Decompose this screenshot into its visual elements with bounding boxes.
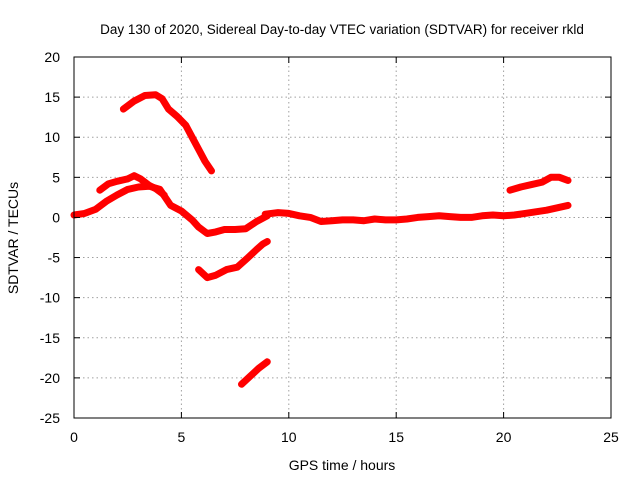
axis-ticks: 0 5 10 15 20 25 20 15 10 5 0 -5 -10 -15 -20 -25 [40, 49, 619, 445]
data-traces [70, 91, 572, 388]
y-tick-label: -25 [40, 410, 60, 426]
y-tick-label: 15 [44, 89, 60, 105]
x-tick-label: 15 [388, 429, 404, 445]
series-arc-flat [261, 201, 572, 225]
series-arc-low [238, 358, 271, 388]
y-axis-label: SDTVAR / TECUs [5, 182, 21, 294]
y-tick-label: -20 [40, 370, 60, 386]
y-tick-label: 5 [52, 169, 60, 185]
series-arc-high [119, 91, 215, 175]
x-tick-label: 0 [70, 429, 78, 445]
y-tick-label: -5 [48, 250, 61, 266]
y-tick-label: 20 [44, 49, 60, 65]
y-tick-label: 10 [44, 129, 60, 145]
grid [74, 57, 611, 418]
series-arc-late [506, 173, 572, 194]
x-axis-label: GPS time / hours [289, 457, 396, 473]
chart-title: Day 130 of 2020, Sidereal Day-to-day VTE… [100, 22, 584, 37]
series-arc-mid-low [195, 238, 271, 282]
plot-frame [73, 56, 612, 419]
x-tick-label: 20 [496, 429, 512, 445]
x-tick-label: 10 [281, 429, 297, 445]
y-tick-label: -10 [40, 290, 60, 306]
series-arc-main [70, 182, 271, 237]
x-tick-label: 5 [178, 429, 186, 445]
y-tick-label: 0 [52, 209, 60, 225]
x-tick-label: 25 [603, 429, 619, 445]
y-tick-label: -15 [40, 330, 60, 346]
